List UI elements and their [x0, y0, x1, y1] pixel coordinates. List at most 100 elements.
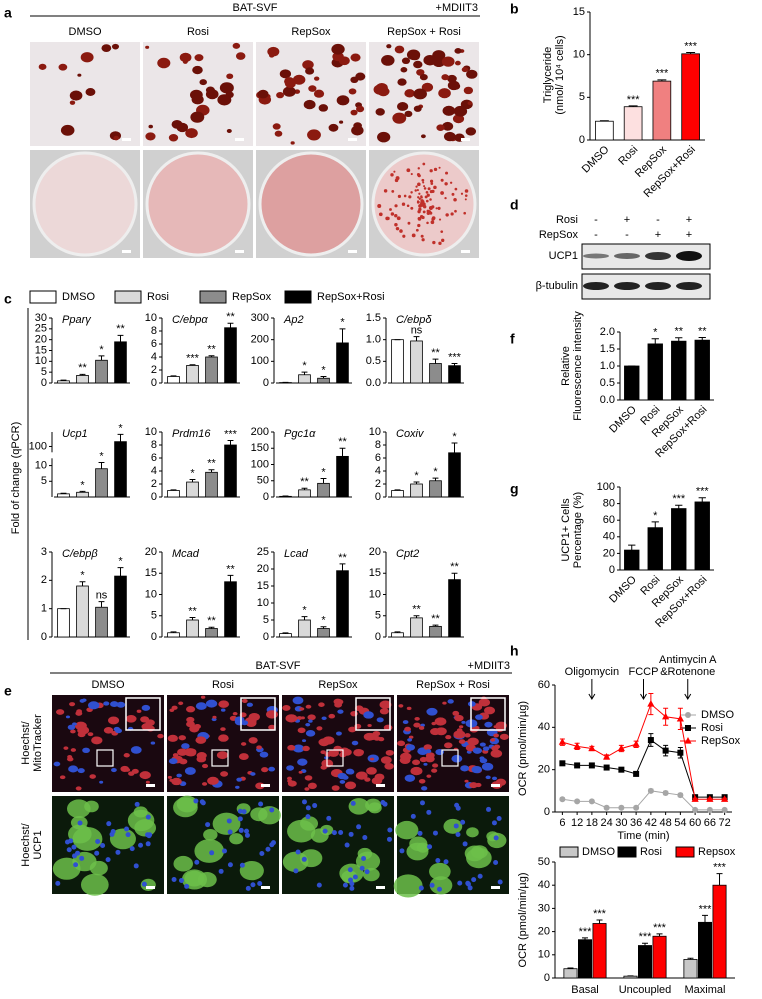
- error-bar: [98, 355, 105, 361]
- nucleus: [361, 855, 367, 861]
- inset: [240, 697, 276, 731]
- nucleus: [259, 850, 265, 856]
- significance-label: **: [207, 458, 216, 470]
- column-label: RepSox: [318, 679, 358, 691]
- y-tick-label: 0.5: [366, 355, 381, 367]
- marker: [588, 744, 596, 752]
- column-label: Rosi: [212, 679, 234, 691]
- significance-label: ***: [224, 428, 238, 440]
- lipid-droplet: [353, 122, 362, 130]
- error-bar: [189, 616, 196, 620]
- bar: [57, 608, 70, 638]
- cell: [318, 738, 330, 747]
- nucleus: [316, 882, 322, 888]
- cell: [240, 742, 247, 746]
- error-bar: [675, 337, 683, 342]
- cell: [246, 702, 253, 707]
- series-line: [562, 703, 725, 800]
- cell: [168, 758, 178, 765]
- micrograph: [256, 42, 366, 146]
- nucleus: [460, 819, 466, 825]
- bar: [95, 468, 108, 498]
- lipid-droplet: [381, 55, 395, 66]
- stain-dot: [433, 185, 437, 190]
- cell: [128, 771, 135, 776]
- y-tick-label: 0.0: [366, 377, 381, 389]
- cell: [479, 742, 486, 747]
- bar: [205, 628, 218, 638]
- lipid-droplet: [69, 100, 76, 105]
- lipid-droplet: [313, 76, 320, 81]
- nucleus: [359, 865, 365, 871]
- cell: [378, 737, 385, 742]
- significance-label: ***: [448, 351, 462, 363]
- y-tick-label: 2: [41, 574, 47, 586]
- cell: [399, 756, 411, 764]
- cell: [218, 700, 230, 708]
- roi: [441, 749, 459, 767]
- lipid-droplet: [305, 67, 315, 75]
- bar: [336, 455, 349, 498]
- nucleus: [55, 880, 61, 886]
- stain-dot: [402, 234, 406, 238]
- cell: [320, 765, 327, 770]
- cell: [431, 768, 438, 773]
- cell: [445, 735, 452, 740]
- significance-label: ***: [696, 486, 710, 498]
- significance-label: **: [207, 615, 216, 627]
- marker: [633, 804, 640, 811]
- band: [676, 282, 702, 290]
- significance-label: *: [302, 605, 307, 617]
- stain-dot: [422, 210, 426, 214]
- nucleus: [429, 882, 435, 888]
- cell: [367, 723, 372, 728]
- cell: [75, 711, 83, 716]
- cell: [300, 716, 305, 720]
- lipid-droplet: [397, 102, 409, 111]
- scale-bar: [461, 250, 470, 253]
- cell: [258, 806, 281, 825]
- sign: +: [686, 214, 692, 226]
- cell: [250, 772, 256, 776]
- band: [614, 282, 640, 290]
- cell: [328, 713, 336, 719]
- scale-bar: [376, 886, 385, 889]
- cell: [266, 710, 279, 719]
- y-tick-label: 20: [538, 764, 550, 776]
- cell: [184, 767, 196, 775]
- nucleus: [348, 831, 354, 837]
- error-bar: [596, 919, 603, 924]
- stain-dot: [394, 213, 398, 218]
- cell: [442, 701, 447, 705]
- nucleus: [109, 831, 115, 837]
- stain-dot: [389, 208, 392, 211]
- cell: [407, 738, 413, 742]
- lipid-droplet: [179, 52, 192, 63]
- significance-label: **: [431, 613, 440, 625]
- cell: [245, 719, 257, 727]
- cell: [318, 702, 325, 707]
- error-bar: [60, 379, 67, 381]
- significance-label: *: [414, 470, 419, 482]
- nucleus: [73, 862, 79, 868]
- dish: [32, 151, 138, 257]
- nucleus: [147, 832, 153, 838]
- cell: [413, 722, 421, 728]
- nucleus: [239, 862, 245, 868]
- y-tick-label: 2: [151, 478, 157, 490]
- bar: [317, 377, 330, 384]
- column-label: DMSO: [92, 679, 125, 691]
- stain-dot: [410, 172, 413, 176]
- nucleus: [356, 824, 362, 830]
- lipid-droplet: [419, 73, 428, 81]
- error-bar: [451, 442, 458, 453]
- stain-dot: [454, 209, 457, 213]
- lipid-droplet: [257, 89, 269, 99]
- cell: [423, 744, 433, 751]
- legend-label: RepSox: [701, 735, 741, 747]
- marker: [559, 796, 566, 803]
- nucleus: [467, 885, 473, 891]
- cell: [483, 706, 496, 715]
- x-tick-label: 6: [559, 817, 565, 829]
- error-bar: [413, 336, 420, 341]
